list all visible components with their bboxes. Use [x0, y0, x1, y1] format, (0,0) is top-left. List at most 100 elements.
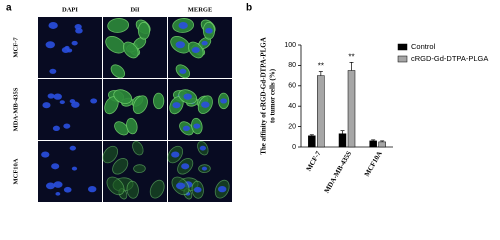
cell-membrane [114, 121, 129, 136]
micrograph [103, 79, 167, 140]
cell-membrane [133, 164, 146, 173]
cell-membrane [102, 145, 119, 164]
image-background [38, 79, 102, 140]
nucleus [69, 145, 77, 151]
micrograph [38, 141, 102, 202]
nucleus [52, 125, 60, 131]
figure: a b DAPI DiI MERGEMCF-7MDA-MB-435SMCF10A02… [6, 3, 488, 202]
nucleus [178, 21, 188, 29]
bar [347, 70, 356, 148]
nucleus [42, 102, 51, 109]
nucleus [59, 100, 65, 105]
cell-membrane [132, 95, 148, 115]
cell-membrane [132, 141, 144, 156]
y-axis-label: to tumor cells (%) [269, 68, 277, 123]
column-header: DiI [130, 6, 140, 13]
micrograph [168, 79, 232, 140]
nucleus [201, 166, 208, 171]
nucleus [218, 186, 227, 193]
cell-membrane [110, 64, 126, 79]
nucleus [55, 192, 61, 196]
nucleus [205, 27, 213, 34]
nucleus [71, 101, 80, 108]
nucleus [171, 151, 180, 158]
nucleus [75, 27, 83, 34]
error-bar [371, 139, 376, 141]
nucleus [179, 68, 187, 74]
legend-label: Control [411, 42, 436, 51]
row-label: MDA-MB-435S [12, 87, 19, 131]
row-label: MCF10A [12, 158, 19, 184]
nucleus [175, 182, 186, 190]
bar [378, 141, 386, 148]
nucleus [45, 41, 55, 49]
micrograph [167, 141, 232, 202]
cell-membrane [113, 89, 133, 104]
micrograph [38, 17, 102, 78]
nucleus [71, 166, 78, 171]
nucleus [88, 186, 97, 193]
nucleus [45, 182, 56, 190]
y-tick-label: 40 [288, 103, 296, 110]
nucleus [181, 163, 190, 170]
nucleus [41, 151, 50, 158]
x-tick-label: MDA-MB-435S [323, 150, 354, 195]
error-bar [380, 140, 385, 142]
y-tick-label: 100 [284, 42, 296, 49]
y-tick-label: 0 [292, 144, 296, 151]
y-axis-label: The affinity of cRGD-Gd-DTPA-PLGA [260, 37, 268, 155]
x-tick-label: MCF-7 [305, 149, 323, 172]
cell-membrane [137, 21, 150, 40]
row-label: MCF-7 [12, 37, 19, 58]
cell-membrane [107, 18, 130, 33]
cell-membrane [126, 117, 138, 135]
nucleus [199, 145, 207, 151]
cell-membrane [149, 179, 165, 199]
nucleus [63, 186, 72, 193]
panel-label: b [246, 3, 252, 14]
legend-swatch [397, 43, 408, 51]
error-bar [309, 134, 314, 136]
nucleus [47, 93, 55, 99]
nucleus [53, 93, 62, 100]
significance-mark: ** [318, 62, 324, 71]
x-tick-label: MCF10A [363, 150, 384, 178]
nucleus [49, 68, 57, 74]
nucleus [182, 125, 190, 131]
nucleus [172, 102, 181, 109]
nucleus [63, 123, 71, 129]
micrograph [168, 17, 232, 79]
nucleus [193, 123, 201, 129]
panel-label: a [6, 3, 12, 14]
nucleus [53, 181, 63, 188]
nucleus [201, 101, 210, 108]
y-tick-label: 80 [288, 62, 296, 69]
y-tick-label: 20 [288, 123, 296, 130]
nucleus [220, 98, 228, 104]
cell-membrane [123, 41, 139, 59]
cell-membrane [112, 158, 129, 175]
nucleus [175, 41, 185, 49]
bar [308, 135, 316, 148]
cell-membrane [126, 180, 139, 199]
bar [317, 75, 325, 148]
nucleus [48, 21, 58, 29]
cell-membrane [106, 176, 125, 196]
bar [338, 133, 347, 148]
nucleus [191, 46, 200, 53]
micrograph [38, 79, 102, 140]
nucleus [51, 163, 60, 170]
column-header: MERGE [188, 6, 213, 13]
cell-membrane [153, 92, 165, 110]
column-header: DAPI [62, 6, 78, 13]
legend-label: cRGD-Gd-DTPA-PLGA [411, 54, 488, 63]
nucleus [201, 40, 208, 46]
error-bar [349, 61, 354, 71]
nucleus [183, 93, 192, 100]
significance-mark: ** [348, 52, 354, 61]
nucleus [71, 40, 78, 46]
micrograph [103, 17, 167, 79]
nucleus [61, 46, 70, 53]
error-bar [340, 130, 345, 134]
bar [369, 140, 377, 148]
